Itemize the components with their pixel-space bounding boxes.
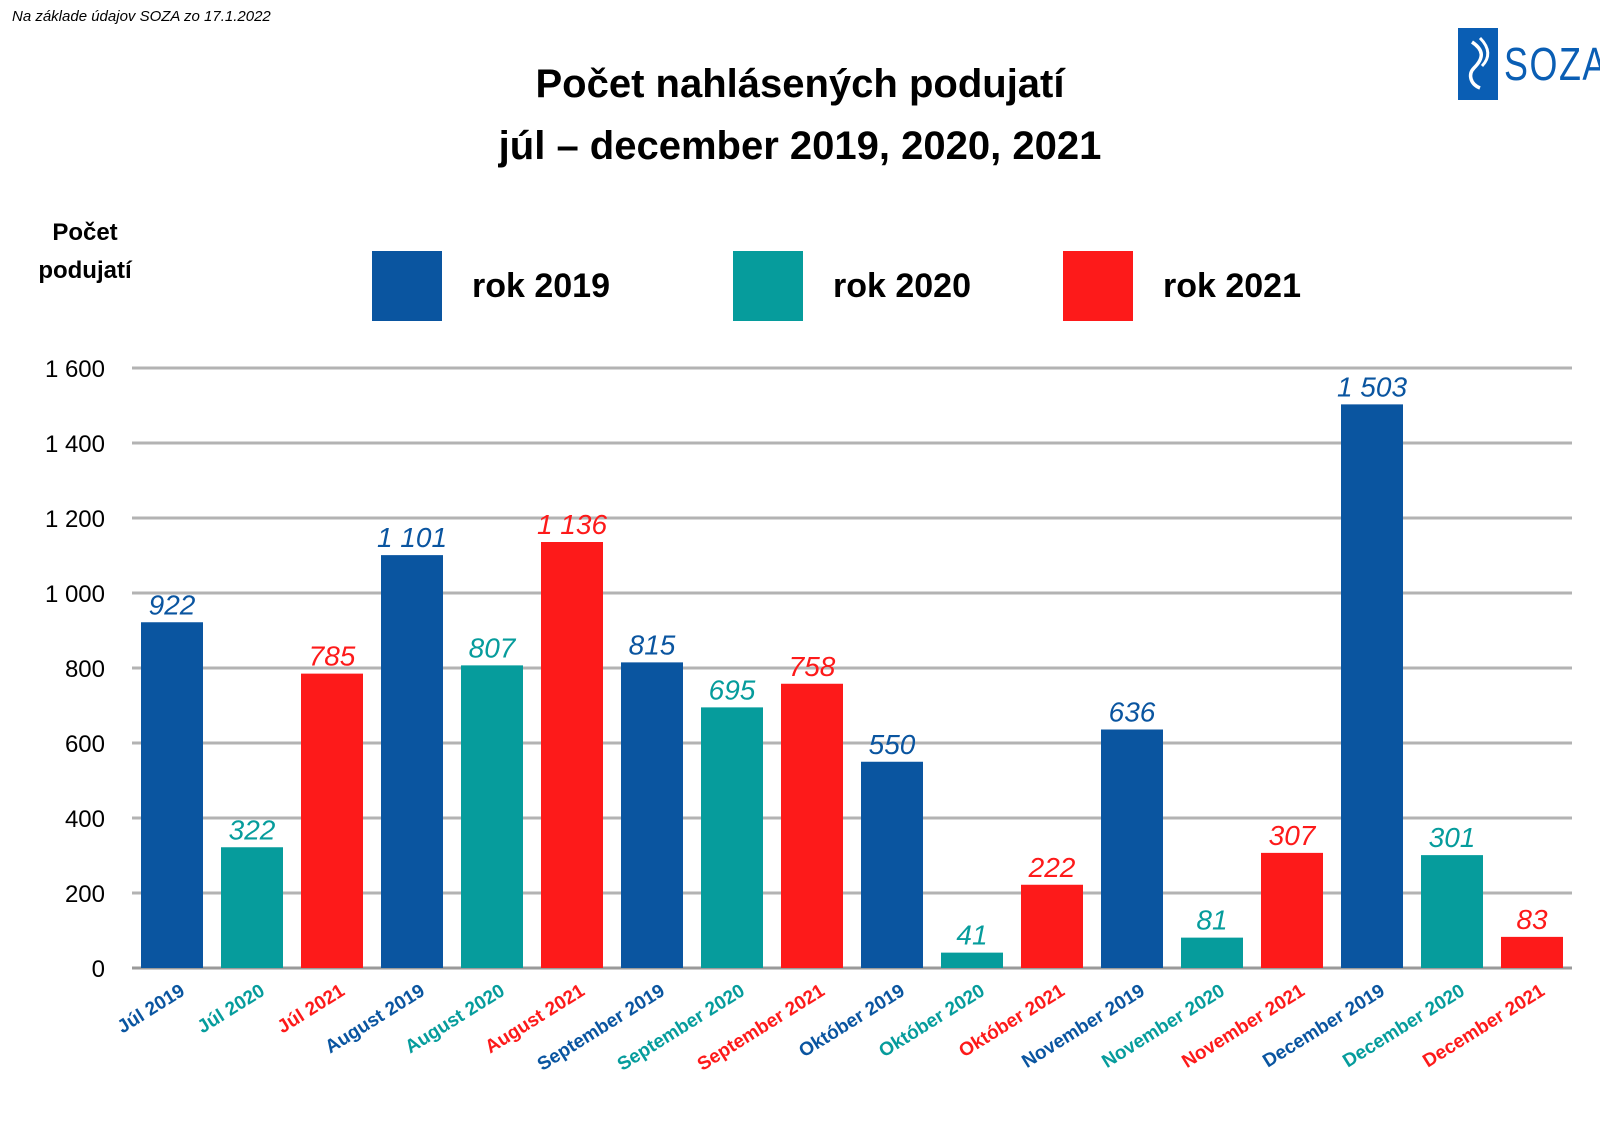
legend-label-2021: rok 2021 xyxy=(1163,266,1301,305)
legend-label-2020: rok 2020 xyxy=(833,266,971,305)
y-tick-label: 1 200 xyxy=(45,506,105,533)
data-label: 785 xyxy=(309,641,356,672)
y-axis-title-line1: Počet xyxy=(52,219,118,246)
bar xyxy=(1181,937,1243,968)
data-label: 807 xyxy=(469,632,517,663)
y-tick-label: 1 400 xyxy=(45,431,105,458)
bar xyxy=(1341,404,1403,968)
x-tick-label: Júl 2019 xyxy=(114,980,189,1038)
bar xyxy=(301,673,363,968)
data-label: 695 xyxy=(709,674,756,705)
y-axis-title-line2: podujatí xyxy=(38,257,132,284)
y-tick-label: 0 xyxy=(92,956,105,983)
bar xyxy=(541,542,603,968)
data-label: 815 xyxy=(629,629,676,660)
bar xyxy=(461,665,523,968)
data-label: 922 xyxy=(149,589,196,620)
y-axis-title: Počet podujatí xyxy=(20,214,150,290)
bar xyxy=(381,555,443,968)
data-label: 1 101 xyxy=(377,522,447,553)
bar xyxy=(1101,729,1163,968)
bar xyxy=(1421,855,1483,968)
y-tick-label: 400 xyxy=(65,806,105,833)
source-note: Na základe údajov SOZA zo 17.1.2022 xyxy=(12,8,271,25)
y-tick-label: 1 000 xyxy=(45,581,105,608)
y-tick-label: 600 xyxy=(65,731,105,758)
legend-swatch-2021 xyxy=(1063,251,1133,321)
data-label: 636 xyxy=(1109,697,1156,728)
bar xyxy=(1261,852,1323,968)
data-label: 1 136 xyxy=(537,509,607,540)
legend-label-2019: rok 2019 xyxy=(472,266,610,305)
y-tick-label: 800 xyxy=(65,656,105,683)
data-label: 758 xyxy=(789,651,836,682)
legend-swatch-2020 xyxy=(733,251,803,321)
legend-item-2019: rok 2019 xyxy=(372,251,610,321)
bar xyxy=(1021,884,1083,968)
legend-swatch-2019 xyxy=(372,251,442,321)
y-tick-label: 200 xyxy=(65,881,105,908)
bar xyxy=(221,847,283,968)
bar xyxy=(141,622,203,968)
data-label: 322 xyxy=(229,814,276,845)
bar xyxy=(1501,936,1563,968)
bar xyxy=(701,707,763,968)
legend-item-2021: rok 2021 xyxy=(1063,251,1301,321)
data-label: 83 xyxy=(1516,904,1548,935)
data-label: 550 xyxy=(869,729,916,760)
x-tick-label: Júl 2020 xyxy=(194,980,269,1038)
soza-logo: SOZA xyxy=(1458,28,1600,100)
bar xyxy=(861,761,923,968)
data-label: 222 xyxy=(1028,852,1076,883)
bar xyxy=(621,662,683,968)
soza-logo-mark xyxy=(1458,28,1498,100)
chart-title-line2: júl – december 2019, 2020, 2021 xyxy=(498,124,1102,168)
legend-item-2020: rok 2020 xyxy=(733,251,971,321)
bar xyxy=(781,683,843,968)
data-label: 1 503 xyxy=(1337,371,1407,402)
chart-title-line1: Počet nahlásených podujatí xyxy=(535,62,1065,106)
bar xyxy=(941,952,1003,968)
y-tick-label: 1 600 xyxy=(45,356,105,383)
soza-logo-text: SOZA xyxy=(1504,38,1600,90)
data-label: 41 xyxy=(956,920,987,951)
data-label: 307 xyxy=(1269,820,1317,851)
data-label: 81 xyxy=(1196,905,1227,936)
data-label: 301 xyxy=(1429,822,1476,853)
